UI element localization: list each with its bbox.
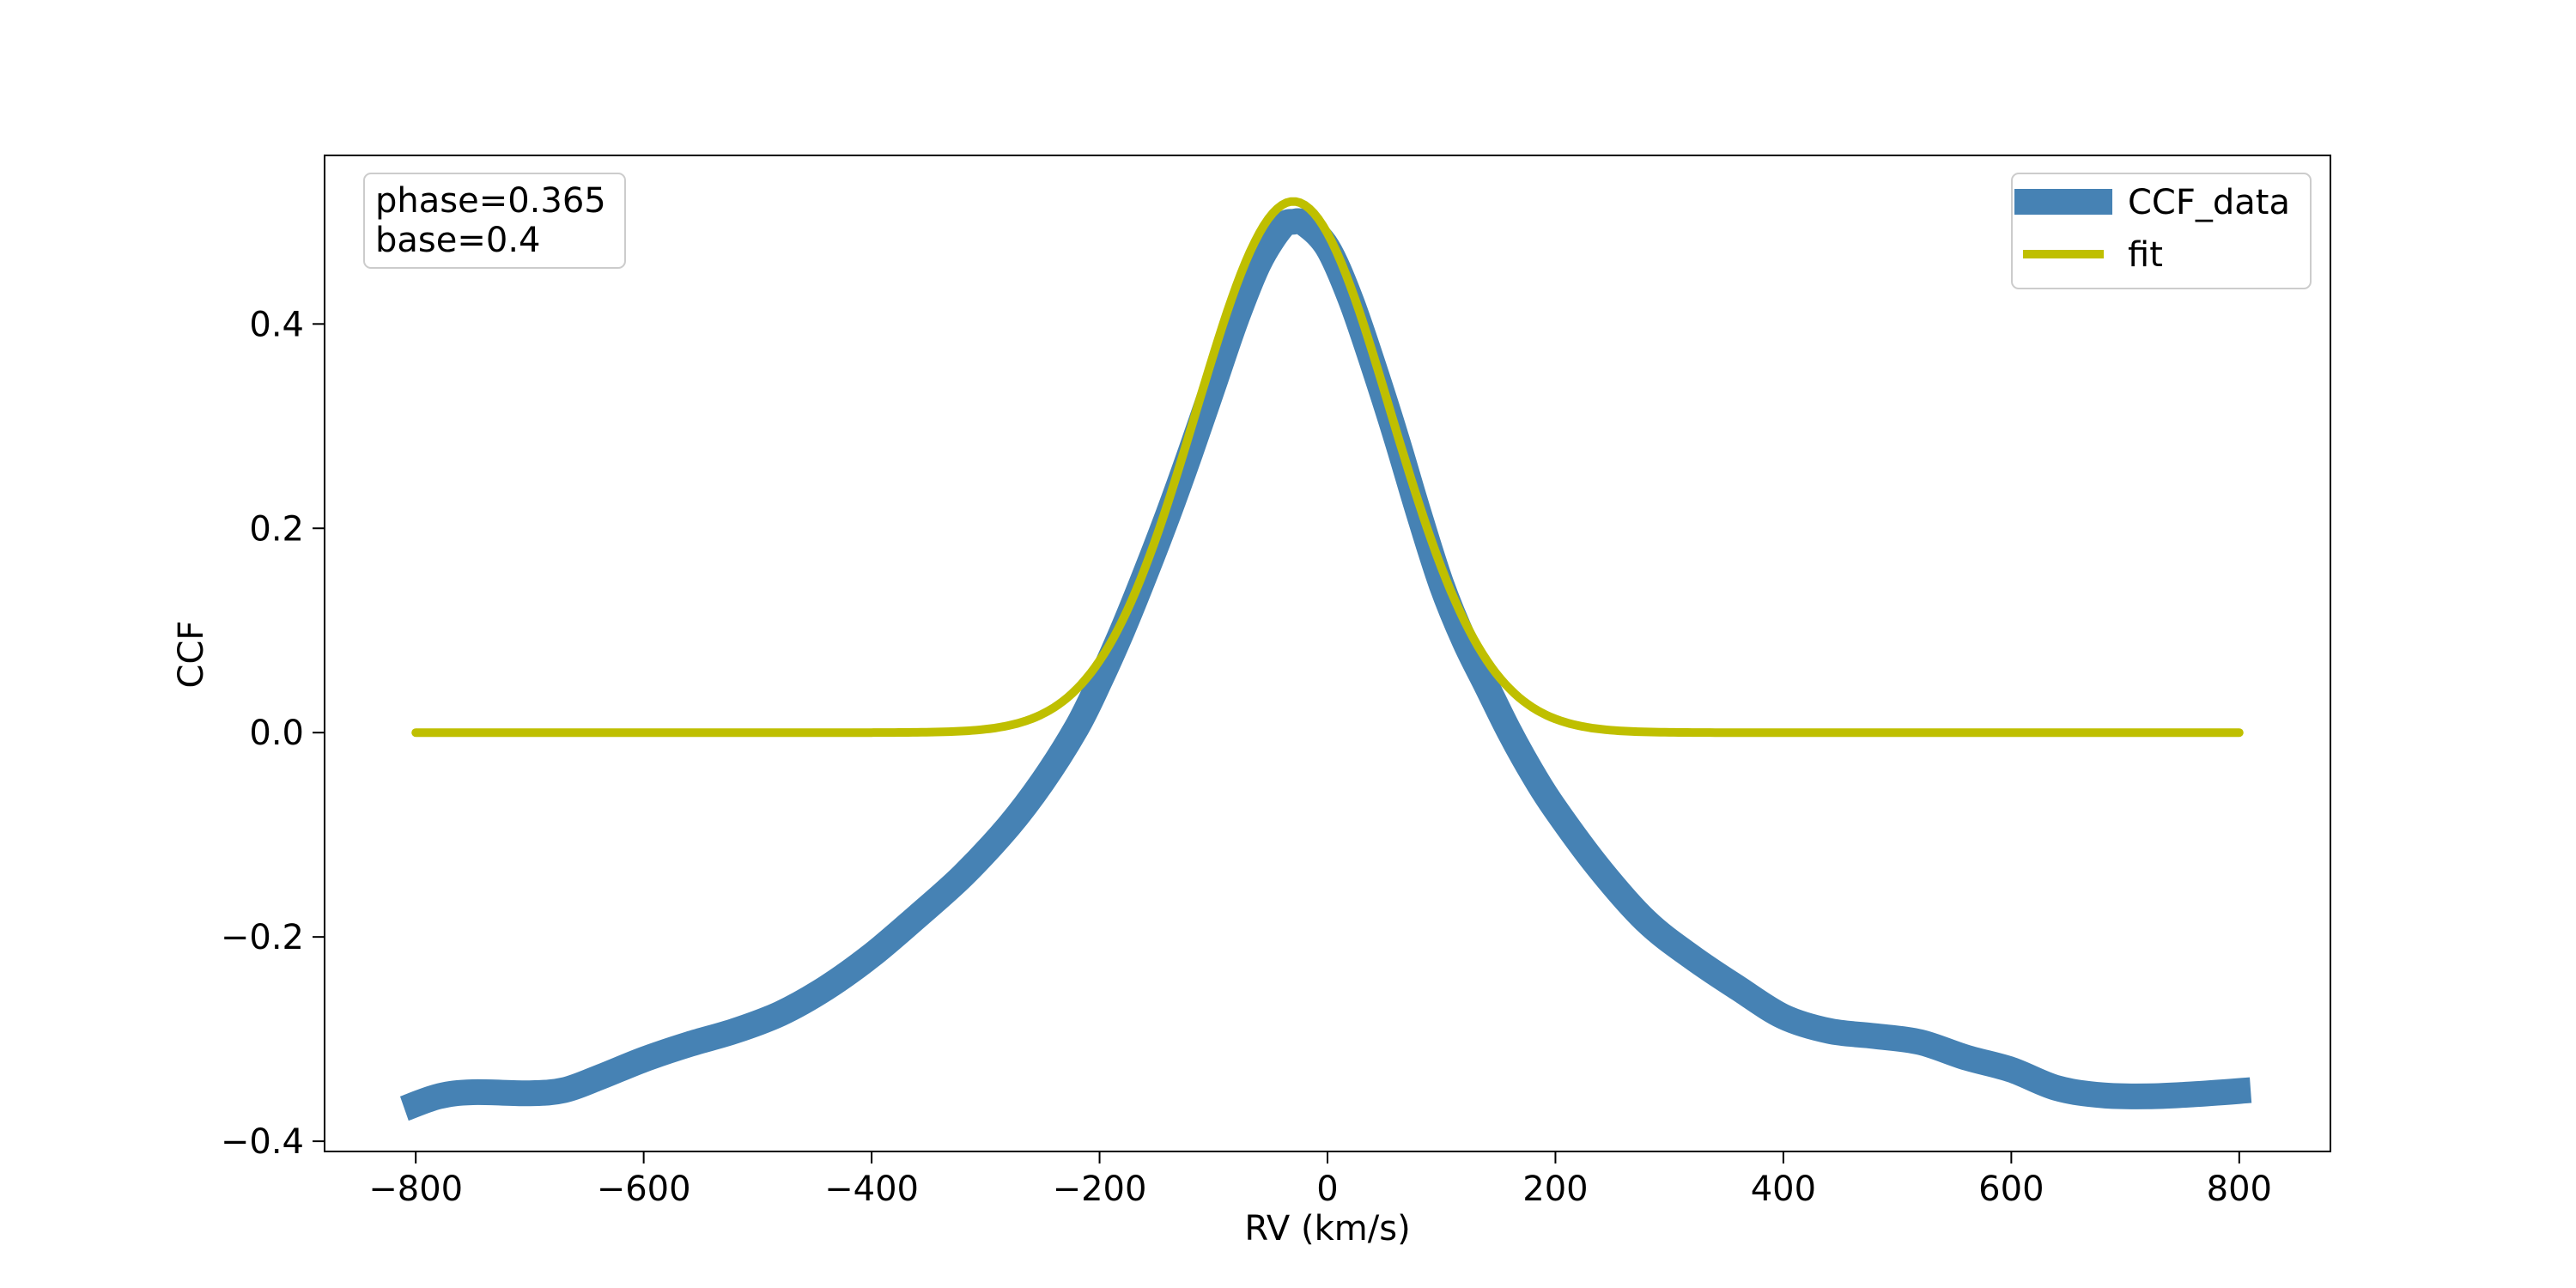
annotation-base: base=0.4 (375, 221, 540, 260)
series-line-fit (411, 197, 2244, 738)
annotation-box: phase=0.365 base=0.4 (363, 173, 626, 269)
y-tick-label: −0.2 (221, 918, 304, 957)
annotation-phase: phase=0.365 (375, 181, 606, 221)
series-layer (399, 197, 2252, 1121)
x-tick-label: 800 (2207, 1170, 2272, 1209)
y-axis: −0.4 −0.2 0.0 0.2 0.4 (221, 305, 325, 1162)
x-tick-label: −400 (824, 1170, 919, 1209)
x-tick-label: −800 (368, 1170, 463, 1209)
y-tick-label: 0.2 (249, 509, 304, 549)
legend: CCF_data fit (2011, 173, 2312, 289)
y-axis-title: CCF (172, 621, 211, 689)
x-axis: −800 −600 −400 −200 0 200 400 600 800 (368, 1151, 2272, 1209)
y-tick-label: 0.0 (249, 714, 304, 753)
legend-label-fit: fit (2128, 235, 2163, 275)
x-axis-title: RV (km/s) (1244, 1209, 1410, 1249)
x-tick-label: −600 (597, 1170, 691, 1209)
series-line-ccf-data (399, 208, 2252, 1121)
x-tick-label: −200 (1053, 1170, 1147, 1209)
y-tick-label: −0.4 (221, 1122, 304, 1162)
x-tick-label: 0 (1316, 1170, 1338, 1209)
y-tick-label: 0.4 (249, 305, 304, 344)
x-tick-label: 400 (1751, 1170, 1816, 1209)
x-tick-label: 600 (1978, 1170, 2044, 1209)
legend-label-ccf-data: CCF_data (2128, 183, 2290, 222)
x-tick-label: 200 (1522, 1170, 1588, 1209)
annotation-frame (363, 173, 626, 269)
